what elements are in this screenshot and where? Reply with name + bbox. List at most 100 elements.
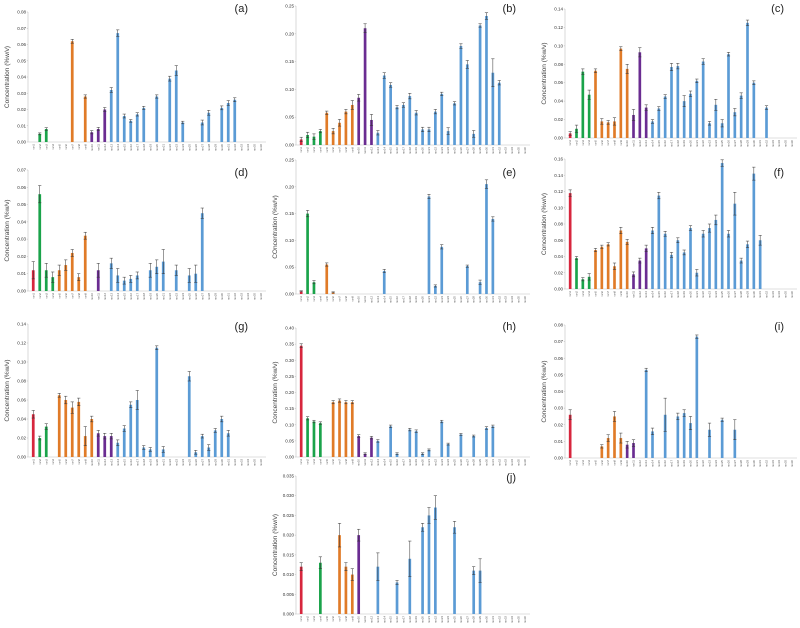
x-tick-label: ran13	[644, 291, 648, 299]
bar	[38, 438, 42, 457]
x-tick-label: ran17	[670, 140, 674, 148]
x-tick-label: ran5	[325, 616, 329, 622]
x-tick-label: ran33	[239, 144, 243, 152]
x-tick-label: ran8	[77, 459, 81, 465]
x-tick-label: ran8	[344, 459, 348, 465]
y-tick-label: 0.01	[554, 439, 563, 444]
x-tick-label: ran18	[676, 291, 680, 299]
x-tick-label: ran35	[252, 459, 256, 467]
bar	[746, 244, 749, 289]
bar	[319, 131, 322, 145]
x-tick-label: ran6	[331, 296, 335, 302]
x-tick-label: ran31	[758, 291, 762, 299]
x-tick-label: ran31	[491, 616, 495, 624]
x-tick-label: ran6	[331, 147, 335, 153]
x-tick-label: ran25	[453, 459, 457, 467]
x-tick-label: ran4	[587, 291, 591, 297]
x-tick-label: ran11	[632, 460, 636, 467]
bar	[568, 193, 572, 289]
x-tick-label: ran15	[657, 140, 661, 148]
x-tick-label: ran15	[122, 459, 126, 467]
x-tick-label: ran29	[478, 147, 482, 155]
panel-letter: (f)	[774, 167, 784, 179]
x-tick-label: ran33	[504, 296, 508, 304]
x-tick-label: ran16	[129, 293, 133, 301]
x-tick-label: ran23	[440, 296, 444, 304]
bar	[370, 437, 373, 457]
panel-letter: (d)	[235, 167, 248, 179]
bar	[600, 446, 604, 458]
x-tick-label: ran17	[135, 293, 139, 301]
bar	[187, 376, 191, 457]
x-tick-label: ran1	[299, 616, 303, 622]
x-tick-label: ran20	[421, 459, 425, 467]
x-tick-label: ran22	[701, 291, 705, 299]
bar	[453, 527, 456, 614]
bar	[376, 566, 380, 614]
y-tick-label: 0.07	[17, 26, 26, 31]
bar	[619, 48, 623, 138]
bar	[312, 282, 316, 294]
x-tick-label: ran11	[96, 293, 100, 300]
bar	[129, 404, 133, 457]
x-tick-label: ran26	[194, 293, 198, 301]
x-tick-label: ran27	[733, 460, 737, 468]
x-tick-label: ran2	[38, 459, 42, 465]
bar	[129, 120, 133, 142]
y-tick-label: 0.02	[17, 436, 26, 441]
bar	[357, 97, 361, 145]
x-tick-label: ran6	[64, 144, 68, 150]
x-tick-label: ran16	[663, 460, 667, 468]
bar	[600, 246, 604, 289]
x-tick-label: ran20	[421, 296, 425, 304]
bar	[350, 104, 354, 145]
y-tick-label: 0.05	[285, 115, 294, 120]
bar	[389, 426, 392, 457]
x-tick-label: ran9	[350, 296, 354, 302]
bar	[440, 93, 444, 145]
bar	[427, 196, 431, 294]
x-tick-label: ran28	[472, 296, 476, 304]
x-tick-label: ran1	[31, 144, 35, 150]
x-tick-label: ran11	[363, 616, 367, 623]
x-tick-label: ran16	[395, 296, 399, 304]
bar	[90, 419, 94, 457]
bar	[472, 436, 476, 457]
x-tick-label: ran13	[644, 460, 648, 468]
bar	[64, 400, 68, 457]
bar	[325, 264, 329, 294]
x-tick-label: ran14	[116, 144, 120, 152]
x-tick-label: ran14	[382, 296, 386, 304]
x-tick-label: ran5	[325, 147, 329, 153]
x-tick-label: ran16	[395, 459, 399, 467]
x-tick-label: ran5	[325, 459, 329, 465]
y-tick-label: 0.10	[285, 422, 294, 427]
x-tick-label: ran22	[433, 459, 437, 467]
bar	[338, 122, 341, 145]
bar	[51, 277, 55, 291]
y-tick-label: 0.20	[285, 184, 294, 189]
bar	[90, 132, 94, 142]
x-tick-label: ran35	[252, 144, 256, 152]
panel-j: 0.000 0.005 0.010 0.015 0.020 0.025 0.030 0.035…	[272, 472, 530, 623]
bar	[491, 218, 495, 294]
y-tick-label: 0.20	[285, 31, 294, 36]
bar	[155, 96, 159, 142]
bar	[331, 131, 335, 145]
y-tick-label: 0.08	[554, 222, 563, 227]
bar	[427, 129, 431, 145]
x-tick-label: ran8	[613, 291, 617, 297]
bar	[161, 449, 165, 457]
x-tick-label: ran29	[213, 293, 217, 301]
x-tick-label: ran20	[689, 140, 693, 148]
y-tick-label: 0.05	[285, 438, 294, 443]
x-tick-label: ran12	[638, 291, 642, 299]
x-tick-label: ran16	[663, 291, 667, 299]
x-tick-label: ran12	[103, 459, 107, 467]
bar	[299, 291, 303, 294]
y-tick-label: 0.00	[17, 455, 26, 460]
x-tick-label: ran10	[90, 144, 94, 152]
x-tick-label: ran4	[318, 296, 322, 302]
bar	[695, 336, 699, 458]
x-tick-label: ran30	[484, 459, 488, 467]
